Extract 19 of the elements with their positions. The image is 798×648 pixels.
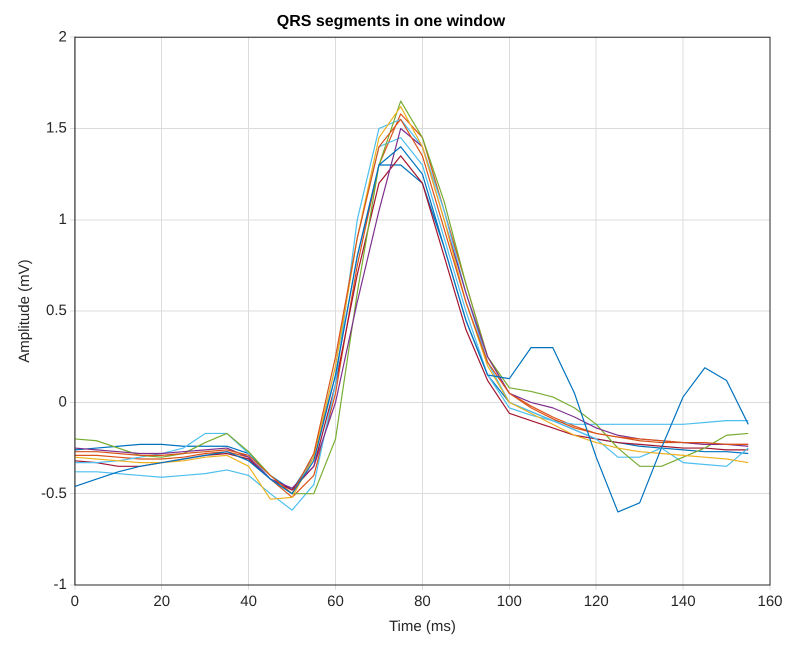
x-tick-label: 80 bbox=[414, 593, 431, 610]
y-axis-title: Amplitude (mV) bbox=[16, 259, 34, 363]
y-tick-label: -1 bbox=[54, 576, 67, 594]
y-tick-label: 1.5 bbox=[46, 120, 67, 137]
x-tick-label: 60 bbox=[327, 593, 344, 610]
x-tick-label: 20 bbox=[153, 593, 170, 610]
x-tick-label: 140 bbox=[670, 593, 696, 610]
x-axis-title: Time (ms) bbox=[388, 618, 456, 636]
x-tick-label: 40 bbox=[240, 593, 257, 610]
chart-title: QRS segments in one window bbox=[276, 13, 506, 30]
y-tick-label: 0 bbox=[58, 394, 67, 411]
y-tick-label: 2 bbox=[58, 28, 67, 46]
y-tick-label: 0.5 bbox=[46, 302, 67, 320]
x-tick-label: 100 bbox=[496, 593, 522, 610]
x-tick-label: 120 bbox=[584, 593, 609, 610]
y-tick-label: 1 bbox=[58, 210, 67, 228]
y-tick-label: -0.5 bbox=[40, 484, 67, 502]
x-tick-label: 160 bbox=[757, 593, 783, 610]
x-tick-label: 0 bbox=[70, 593, 80, 610]
